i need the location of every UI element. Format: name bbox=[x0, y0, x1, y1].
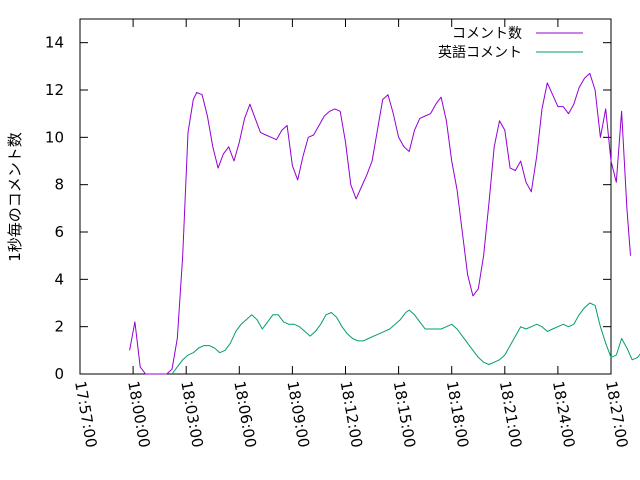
x-tick-label: 18:03:00 bbox=[177, 380, 206, 449]
x-tick-label: 18:00:00 bbox=[124, 380, 153, 449]
series-layer bbox=[129, 72, 640, 375]
y-tick-label: 14 bbox=[45, 34, 64, 52]
plot-border bbox=[79, 18, 612, 375]
x-tick-label: 18:27:00 bbox=[602, 380, 631, 449]
series-line-1 bbox=[129, 72, 631, 375]
y-tick-label: 4 bbox=[54, 270, 64, 288]
x-tick-label: 18:06:00 bbox=[230, 380, 259, 449]
y-axis-title: 1秒毎のコメント数 bbox=[6, 132, 24, 262]
legend-label-1: コメント数 bbox=[452, 26, 522, 42]
axes: 0 2 4 6 8 10 12 14 17:57:00 18:00:00 18:03:00 18:06… bbox=[45, 18, 631, 449]
y-tick-label: 8 bbox=[54, 176, 64, 194]
y-tick-label: 2 bbox=[54, 318, 64, 336]
series-line-2 bbox=[171, 302, 640, 375]
x-tick-label: 18:21:00 bbox=[496, 380, 525, 449]
x-tick-label: 18:24:00 bbox=[549, 380, 578, 449]
x-tick-label: 17:57:00 bbox=[71, 380, 100, 449]
y-tick-label: 0 bbox=[54, 365, 64, 383]
y-tick-label: 10 bbox=[45, 128, 64, 146]
x-tick-label: 18:15:00 bbox=[390, 380, 419, 449]
x-tick-label: 18:12:00 bbox=[337, 380, 366, 449]
legend-label-2: 英語コメント bbox=[438, 44, 522, 61]
x-tick-label: 18:18:00 bbox=[443, 380, 472, 449]
y-tick-label: 12 bbox=[45, 81, 64, 99]
y-tick-label: 6 bbox=[54, 223, 64, 241]
x-tick-label: 18:09:00 bbox=[283, 380, 312, 449]
